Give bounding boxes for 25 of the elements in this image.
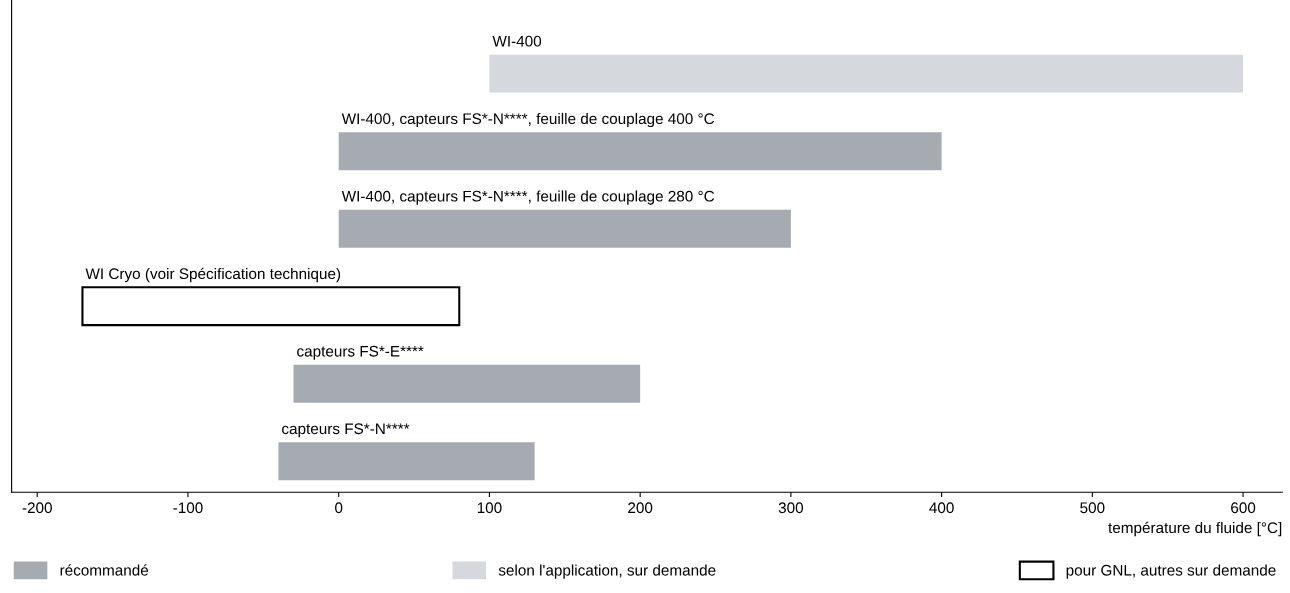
bar xyxy=(489,54,1244,93)
legend-label: selon l'application, sur demande xyxy=(498,564,716,579)
bar xyxy=(278,442,535,481)
x-axis-title: température du fluide [°C] xyxy=(1108,521,1282,537)
y-tick-label: WI Cryo (voir Spécification technique) xyxy=(85,267,341,283)
y-tick-label: capteurs FS*-E**** xyxy=(297,345,424,360)
x-tick-label: 600 xyxy=(1231,502,1256,514)
y-tick-label: capteurs FS*-N**** xyxy=(282,423,410,438)
bar xyxy=(81,286,461,327)
x-tick-label: -200 xyxy=(22,502,52,514)
x-tick-label: 400 xyxy=(929,502,954,514)
y-tick-label: WI-400 xyxy=(492,35,542,47)
y-tick-label: WI-400, capteurs FS*-N****, feuille de couplage 280 °C xyxy=(341,190,715,205)
x-tick-label: 200 xyxy=(628,502,653,514)
x-tick-label: 100 xyxy=(477,502,502,514)
legend-label: récommandé xyxy=(60,564,149,576)
bar xyxy=(293,364,641,403)
x-tick-label: 300 xyxy=(778,502,804,514)
x-tick-label: -100 xyxy=(173,502,203,514)
x-tick-label: 500 xyxy=(1080,502,1105,514)
x-tick-label: 0 xyxy=(335,502,343,514)
legend-label: pour GNL, autres sur demande xyxy=(1066,564,1276,579)
y-tick-label: WI-400, capteurs FS*-N****, feuille de couplage 400 °C xyxy=(341,112,715,128)
bar xyxy=(338,209,791,248)
bar xyxy=(338,132,942,171)
